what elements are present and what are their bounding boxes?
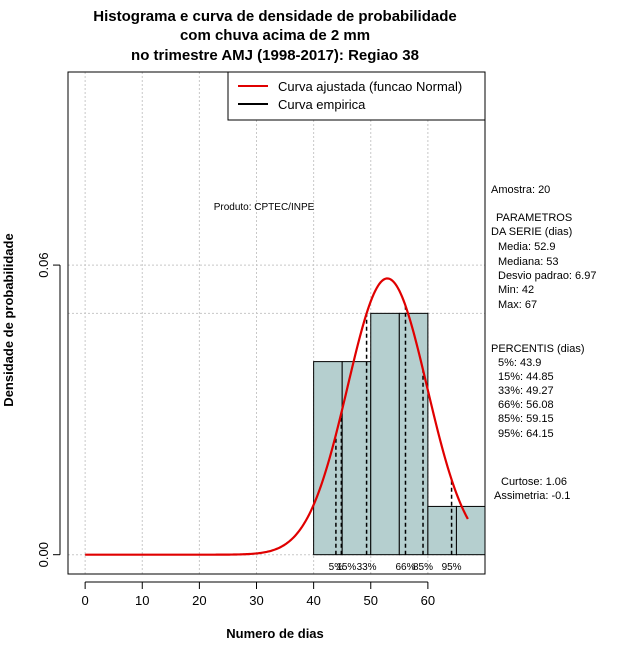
percentile-label: 85% (413, 562, 433, 573)
stat-p85: 85%: 59.15 (498, 413, 554, 425)
legend-box (227, 71, 486, 121)
x-axis-title: Numero de dias (226, 626, 324, 641)
x-tick-label: 30 (249, 593, 263, 608)
percentile-label: 5% (329, 562, 344, 573)
statistics-panel: Amostra: 20 PARAMETROS DA SERIE (dias) M… (491, 184, 596, 502)
chart-title-line-3: no trimestre AMJ (1998-2017): Regiao 38 (131, 47, 419, 64)
percentile-label: 33% (357, 562, 377, 573)
y-axis-title: Densidade de probabilidade (1, 233, 16, 406)
histogram-bars (313, 312, 486, 556)
stat-p5: 5%: 43.9 (498, 357, 541, 369)
stat-parametros-title-2: DA SERIE (dias) (491, 226, 572, 238)
stat-p33: 33%: 49.27 (498, 385, 554, 397)
stat-media: Media: 52.9 (498, 241, 555, 253)
y-tick-label: 0.00 (36, 542, 51, 567)
chart-title-line-2: com chuva acima de 2 mm (180, 27, 370, 44)
x-tick-label: 0 (82, 593, 89, 608)
x-tick-label: 20 (192, 593, 206, 608)
stat-p15: 15%: 44.85 (498, 371, 554, 383)
x-tick-label: 60 (421, 593, 435, 608)
x-tick-label: 10 (135, 593, 149, 608)
percentile-label: 15% (336, 562, 356, 573)
product-label: Produto: CPTEC/INPE (214, 202, 315, 213)
stat-mediana: Mediana: 53 (498, 256, 559, 268)
stat-max: Max: 67 (498, 299, 537, 311)
chart-title-line-1: Histograma e curva de densidade de proba… (93, 8, 456, 25)
y-tick-label: 0.06 (36, 252, 51, 277)
curves (85, 277, 469, 556)
stat-amostra: Amostra: 20 (491, 184, 550, 196)
legend: Curva ajustada (funcao Normal) Curva emp… (227, 71, 486, 121)
stat-desvio: Desvio padrao: 6.97 (498, 270, 596, 282)
stat-curtose: Curtose: 1.06 (501, 476, 567, 488)
stat-p95: 95%: 64.15 (498, 428, 554, 440)
percentile-label: 95% (442, 562, 462, 573)
normal-curve-line (85, 277, 469, 556)
stat-min: Min: 42 (498, 284, 534, 296)
percentile-label: 66% (395, 562, 415, 573)
axes: 0.00 0.06 0 10 20 30 40 50 60 (36, 252, 435, 608)
histogram-bar (313, 361, 343, 556)
legend-label-normal: Curva ajustada (funcao Normal) (278, 79, 462, 94)
histogram-bar (455, 505, 486, 556)
stat-percentis-title: PERCENTIS (dias) (491, 343, 585, 355)
histogram-bar (370, 312, 400, 556)
stat-assimetria: Assimetria: -0.1 (494, 490, 570, 502)
percentile-lines: 5%15% 33% 66%85% 95% (329, 305, 462, 573)
stat-parametros-title-1: PARAMETROS (496, 212, 572, 224)
x-tick-label: 40 (306, 593, 320, 608)
stat-p66: 66%: 56.08 (498, 399, 554, 411)
legend-label-empirical: Curva empirica (278, 97, 366, 112)
x-tick-label: 50 (364, 593, 378, 608)
